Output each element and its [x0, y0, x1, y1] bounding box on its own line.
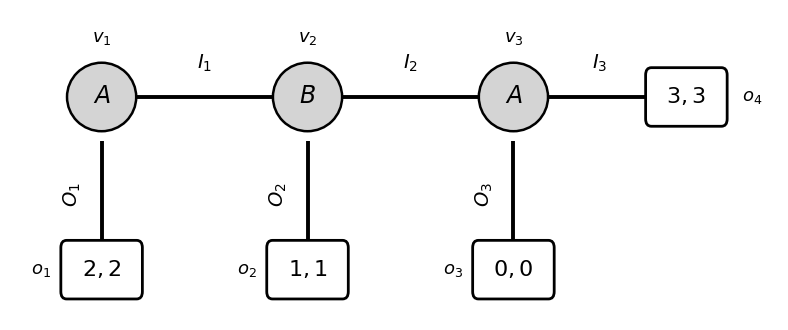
Text: $\mathit{o_2}$: $\mathit{o_2}$: [237, 261, 257, 279]
Text: $2,2$: $2,2$: [82, 259, 121, 280]
FancyBboxPatch shape: [645, 68, 727, 126]
Ellipse shape: [273, 63, 342, 131]
Text: $\mathit{I_1}$: $\mathit{I_1}$: [197, 53, 212, 74]
Text: $\mathit{v_1}$: $\mathit{v_1}$: [92, 29, 111, 47]
Text: $\mathit{I_2}$: $\mathit{I_2}$: [403, 53, 418, 74]
FancyBboxPatch shape: [267, 240, 348, 299]
Text: $\mathit{O_1}$: $\mathit{O_1}$: [62, 182, 84, 207]
FancyBboxPatch shape: [61, 240, 143, 299]
Text: $\mathit{v_2}$: $\mathit{v_2}$: [298, 29, 318, 47]
Text: $\mathit{O_2}$: $\mathit{O_2}$: [268, 182, 289, 207]
Text: $\mathit{O_3}$: $\mathit{O_3}$: [474, 182, 496, 207]
Text: $\mathit{o_1}$: $\mathit{o_1}$: [31, 261, 51, 279]
Ellipse shape: [67, 63, 136, 131]
Text: $\mathit{B}$: $\mathit{B}$: [299, 85, 316, 109]
Text: $\mathit{o_3}$: $\mathit{o_3}$: [443, 261, 463, 279]
Text: $1,1$: $1,1$: [288, 259, 327, 280]
Text: $3,3$: $3,3$: [667, 86, 706, 108]
Text: $\mathit{I_3}$: $\mathit{I_3}$: [592, 53, 608, 74]
FancyBboxPatch shape: [473, 240, 554, 299]
Ellipse shape: [479, 63, 548, 131]
Text: $0,0$: $0,0$: [493, 259, 533, 280]
Text: $\mathit{A}$: $\mathit{A}$: [504, 85, 522, 109]
Text: $\mathit{A}$: $\mathit{A}$: [93, 85, 110, 109]
Text: $\mathit{v_3}$: $\mathit{v_3}$: [504, 29, 523, 47]
Text: $\mathit{o_4}$: $\mathit{o_4}$: [742, 88, 762, 106]
